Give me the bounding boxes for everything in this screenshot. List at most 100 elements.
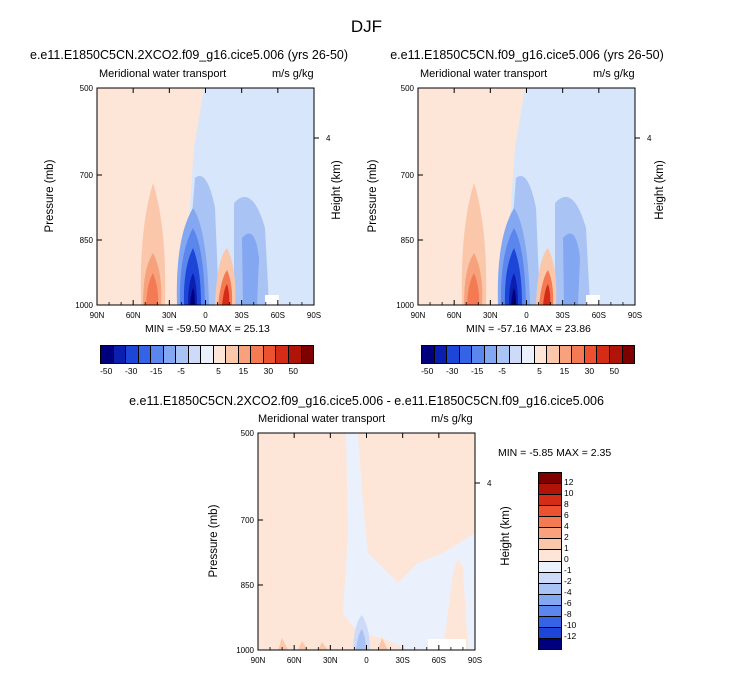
panel2-colorbar-swatch — [584, 346, 598, 363]
panel3-x-tick-label: 90N — [251, 656, 266, 665]
panel3-colorbar-label: 8 — [564, 499, 569, 509]
panel2-x-tick-label: 30S — [556, 311, 570, 320]
panel1-left-subtitle: Meridional water transport — [99, 68, 227, 80]
panel3-colorbar-swatch — [539, 550, 561, 562]
panel2-colorbar-label: 15 — [559, 366, 570, 376]
panel2-colorbar-swatch — [622, 346, 635, 363]
panel1-colorbar-label: -30 — [125, 366, 138, 376]
panel1-colorbar-swatch — [188, 346, 202, 363]
panel1-colorbar-swatch — [251, 346, 264, 363]
panel3-x-tick-label: 60N — [287, 656, 302, 665]
panel2-x-tick-label: 0 — [524, 311, 529, 320]
panel1-colorbar-label: 50 — [288, 366, 299, 376]
panel1-y-tick-label: 500 — [80, 84, 94, 93]
panel2-colorbar-swatch — [609, 346, 623, 363]
panel2-minmax: MIN = -57.16 MAX = 23.86 — [466, 323, 591, 335]
panel1-colorbar-swatch — [113, 346, 127, 363]
panel2-colorbar-swatch — [459, 346, 473, 363]
panel2-colorbar-label: 30 — [584, 366, 595, 376]
panel2-colorbar-swatch — [522, 346, 535, 363]
panel3-x-tick-label: 60S — [432, 656, 446, 665]
panel1-colorbar-swatch — [226, 346, 239, 363]
panel1-x-tick-label: 60N — [126, 311, 141, 320]
panel2-colorbar-label: -30 — [446, 366, 459, 376]
panel3-colorbar-swatch — [539, 561, 561, 573]
panel1-y-tick-label: 850 — [80, 236, 94, 245]
panel3-x-tick-label: 30S — [396, 656, 410, 665]
panel2-colorbar-swatch — [422, 346, 435, 363]
panel2-colorbar-swatch — [597, 346, 610, 363]
panel3-colorbar-label: 2 — [564, 532, 569, 542]
panel3-colorbar-label: 1 — [564, 543, 569, 553]
panel3-y2-tick-label: 4 — [487, 479, 492, 488]
panel3-colorbar-swatch — [539, 583, 561, 595]
panel1-x-tick-label: 30N — [162, 311, 177, 320]
panel3-colorbar-swatch — [539, 605, 561, 617]
panel3-colorbar-labels: 12 10 8 6 4 2 1 0 -1 -2 -4 -6 -8 -10 -12 — [564, 472, 604, 648]
panel3-colorbar-label: 10 — [564, 488, 574, 498]
panel1-colorbar-swatch — [201, 346, 214, 363]
panel3-colorbar-swatch — [539, 495, 561, 507]
panel2-colorbar-label: -5 — [498, 366, 506, 376]
panel2-colorbar-label: 50 — [609, 366, 620, 376]
panel2-colorbar-swatch — [447, 346, 460, 363]
panel2-y-tick-label: 500 — [401, 84, 415, 93]
panel3-y-tick-label: 500 — [241, 429, 255, 438]
panel2-colorbar-swatch — [497, 346, 510, 363]
panel2-colorbar-label: -15 — [470, 366, 484, 376]
panel2-colorbar-swatch — [484, 346, 498, 363]
panel1-colorbar-swatch — [288, 346, 302, 363]
panel1-colorbar-swatch — [126, 346, 139, 363]
panel2-x-tick-label: 30N — [483, 311, 498, 320]
panel1-colorbar-swatch — [176, 346, 189, 363]
panel3-colorbar-swatch — [539, 506, 561, 518]
panel1-x-tick-label: 90N — [90, 311, 105, 320]
panel3-colorbar-label: -12 — [564, 631, 577, 641]
panel3-colorbar-swatch — [539, 517, 561, 529]
panel1-colorbar-swatch — [238, 346, 252, 363]
panel3-minmax: MIN = -5.85 MAX = 2.35 — [498, 447, 612, 459]
panel1-colorbar-swatch — [301, 346, 314, 363]
panel1-y-tick-label: 700 — [80, 171, 94, 180]
panel1-colorbar-swatch — [138, 346, 152, 363]
panel1-colorbar-label: 30 — [263, 366, 274, 376]
panel1-minmax: MIN = -59.50 MAX = 25.13 — [145, 323, 270, 335]
panel2-y-tick-label: 700 — [401, 171, 415, 180]
panel2-x-tick-label: 60N — [447, 311, 462, 320]
panel2-x-tick-label: 90N — [411, 311, 426, 320]
panel2-colorbar-swatch — [434, 346, 448, 363]
panel3-colorbar-label: 12 — [564, 477, 574, 487]
panel1-right-subtitle: m/s g/kg — [272, 68, 314, 80]
panel3-title: e.e11.E1850C5CN.2XCO2.f09_g16.cice5.006 … — [129, 394, 604, 408]
panel1-colorbar-labels: -50 -30 -15 -5 5 15 30 50 — [100, 366, 312, 378]
panel3-colorbar-label: -8 — [564, 609, 572, 619]
panel1-colorbar-swatch — [276, 346, 289, 363]
panel2-x-tick-label: 60S — [592, 311, 606, 320]
panel1-colorbar-label: -15 — [149, 366, 163, 376]
panel2-right-subtitle: m/s g/kg — [593, 68, 635, 80]
panel3-colorbar-label: -2 — [564, 576, 572, 586]
panel1-colorbar-swatch — [163, 346, 177, 363]
panel1-colorbar-label: -50 — [100, 366, 113, 376]
panel2-left-subtitle: Meridional water transport — [420, 68, 548, 80]
panel2-colorbar-swatch — [572, 346, 585, 363]
panel3-colorbar-swatch — [539, 594, 561, 606]
panel3-colorbar-swatch — [539, 572, 561, 584]
panel1-y-tick-label: 1000 — [75, 301, 93, 310]
panel2-colorbar-label: 5 — [537, 366, 542, 376]
panel3-colorbar-label: -4 — [564, 587, 572, 597]
panel2-y2-tick-label: 4 — [647, 134, 652, 143]
panel2-title: e.e11.E1850C5CN.f09_g16.cice5.006 (yrs 2… — [390, 48, 664, 62]
panel1-x-tick-label: 60S — [271, 311, 285, 320]
panel3-colorbar-label: -1 — [564, 565, 572, 575]
panel1-colorbar-label: 5 — [216, 366, 221, 376]
panel3-colorbar-swatch — [539, 616, 561, 628]
panel1-y2-tick-label: 4 — [326, 134, 331, 143]
panel1-colorbar — [100, 345, 314, 364]
panel3-colorbar-label: 6 — [564, 510, 569, 520]
panel2-colorbar-swatch — [559, 346, 573, 363]
panel2-colorbar-labels: -50 -30 -15 -5 5 15 30 50 — [421, 366, 633, 378]
